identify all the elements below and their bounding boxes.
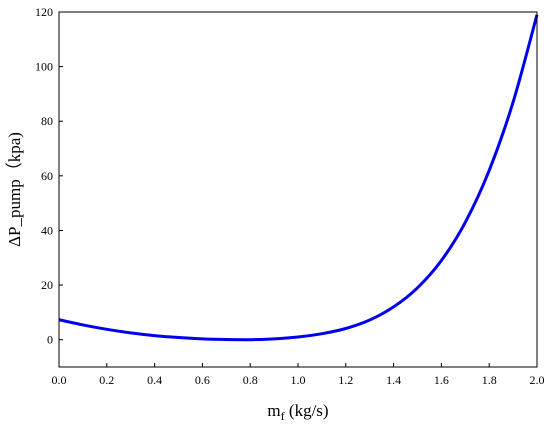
x-axis-label-main: m	[267, 401, 280, 420]
y-tick-label: 120	[35, 5, 53, 19]
x-tick-label: 1.8	[482, 373, 497, 387]
x-tick-label: 1.0	[291, 373, 306, 387]
x-tick-label: 0.6	[195, 373, 210, 387]
x-axis-label-subscript: f	[281, 409, 285, 423]
y-tick-label: 0	[47, 333, 53, 347]
x-axis-label-unit: (kg/s)	[285, 401, 329, 420]
y-axis-label: ΔP_pump（kpa)	[5, 132, 24, 247]
y-tick-label: 40	[41, 223, 53, 237]
x-tick-label: 0.8	[243, 373, 258, 387]
plot-frame	[58, 11, 538, 368]
y-tick-label: 80	[41, 114, 53, 128]
x-tick-label: 1.4	[386, 373, 401, 387]
x-axis-label: mf (kg/s)	[267, 401, 328, 423]
x-tick-label: 1.6	[434, 373, 449, 387]
y-tick-label: 100	[35, 60, 53, 74]
x-tick-label: 2.0	[530, 373, 545, 387]
x-tick-label: 0.2	[99, 373, 114, 387]
y-tick-label: 60	[41, 169, 53, 183]
x-tick-label: 1.2	[338, 373, 353, 387]
x-tick-label: 0.4	[147, 373, 162, 387]
x-axis-ticks: 0.0 0.2 0.4 0.6 0.8 1.0 1.2 1.4 1.6 1.8 2.0	[52, 363, 545, 387]
y-tick-label: 20	[41, 278, 53, 292]
series-layer	[58, 14, 539, 342]
series-line	[58, 14, 539, 342]
x-tick-label: 0.0	[52, 373, 67, 387]
y-axis-ticks: 0 20 40 60 80 100 120	[35, 5, 63, 347]
